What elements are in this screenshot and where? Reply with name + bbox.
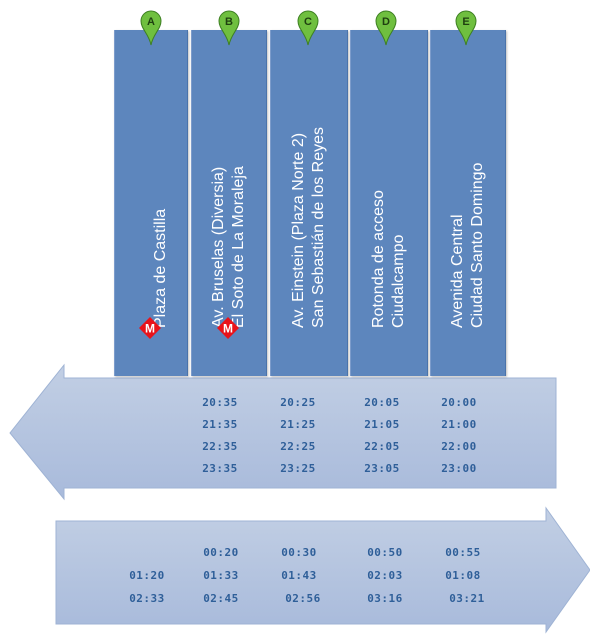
outbound-time-b-3: 02:45	[203, 592, 239, 605]
stop-column-c: Av. Einstein (Plaza Norte 2) San Sebasti…	[270, 30, 348, 376]
marker-c-letter: C	[304, 16, 312, 28]
marker-e-letter: E	[462, 16, 469, 28]
map-pin-icon: E	[455, 10, 477, 46]
outbound-time-a-2: 01:20	[129, 569, 165, 582]
outbound-time-e-2: 01:08	[445, 569, 481, 582]
outbound-time-b-1: 00:20	[203, 546, 239, 559]
stop-column-d: Rotonda de acceso Ciudalcampo	[350, 30, 428, 376]
inbound-time-e-3: 22:00	[441, 440, 477, 453]
stop-column-e: Avenida Central Ciudad Santo Domingo	[430, 30, 506, 376]
stop-c-name: Av. Einstein (Plaza Norte 2)	[290, 132, 307, 328]
stop-e-name: Avenida Central	[449, 214, 466, 328]
inbound-time-e-4: 23:00	[441, 462, 477, 475]
inbound-time-e-2: 21:00	[441, 418, 477, 431]
inbound-time-d-3: 22:05	[364, 440, 400, 453]
inbound-time-c-2: 21:25	[280, 418, 316, 431]
metro-icon: M	[217, 317, 239, 339]
map-pin-icon: D	[375, 10, 397, 46]
stop-c-subname: San Sebastián de los Reyes	[310, 126, 327, 328]
outbound-time-c-3: 02:56	[285, 592, 321, 605]
stop-a-label: Plaza de Castilla	[151, 209, 171, 328]
outbound-arrow	[55, 506, 590, 634]
stop-e-label: Avenida Central Ciudad Santo Domingo	[448, 163, 488, 328]
stop-b-name: Av. Bruselas (Diversia)	[210, 166, 227, 328]
outbound-time-e-1: 00:55	[445, 546, 481, 559]
stop-d-subname: Ciudalcampo	[390, 234, 407, 328]
marker-b-letter: B	[225, 16, 233, 28]
inbound-time-b-1: 20:35	[202, 396, 238, 409]
outbound-time-d-1: 00:50	[367, 546, 403, 559]
inbound-time-c-1: 20:25	[280, 396, 316, 409]
inbound-time-d-4: 23:05	[364, 462, 400, 475]
outbound-time-d-2: 02:03	[367, 569, 403, 582]
inbound-time-c-4: 23:25	[280, 462, 316, 475]
metro-icon: M	[139, 317, 161, 339]
metro-a-letter: M	[145, 322, 155, 336]
map-pin-icon: A	[140, 10, 162, 46]
map-pin-icon: B	[218, 10, 240, 46]
inbound-time-b-2: 21:35	[202, 418, 238, 431]
marker-a-letter: A	[147, 16, 155, 28]
inbound-time-d-2: 21:05	[364, 418, 400, 431]
outbound-time-e-3: 03:21	[449, 592, 485, 605]
marker-d-letter: D	[382, 16, 390, 28]
stop-c-label: Av. Einstein (Plaza Norte 2) San Sebasti…	[289, 127, 329, 328]
inbound-time-b-3: 22:35	[202, 440, 238, 453]
map-pin-icon: C	[297, 10, 319, 46]
stop-e-subname: Ciudad Santo Domingo	[469, 162, 486, 328]
outbound-time-c-1: 00:30	[281, 546, 317, 559]
outbound-time-a-3: 02:33	[129, 592, 165, 605]
outbound-time-c-2: 01:43	[281, 569, 317, 582]
inbound-time-e-1: 20:00	[441, 396, 477, 409]
inbound-arrow	[9, 363, 557, 501]
stop-a-name: Plaza de Castilla	[152, 208, 169, 328]
stop-b-subname: El Soto de La Moraleja	[230, 166, 247, 328]
inbound-time-c-3: 22:25	[280, 440, 316, 453]
outbound-time-b-2: 01:33	[203, 569, 239, 582]
inbound-time-b-4: 23:35	[202, 462, 238, 475]
inbound-time-d-1: 20:05	[364, 396, 400, 409]
stop-d-name: Rotonda de acceso	[370, 190, 387, 328]
stop-d-label: Rotonda de acceso Ciudalcampo	[369, 190, 409, 328]
outbound-time-d-3: 03:16	[367, 592, 403, 605]
stop-b-label: Av. Bruselas (Diversia) El Soto de La Mo…	[209, 166, 249, 328]
metro-b-letter: M	[223, 322, 233, 336]
